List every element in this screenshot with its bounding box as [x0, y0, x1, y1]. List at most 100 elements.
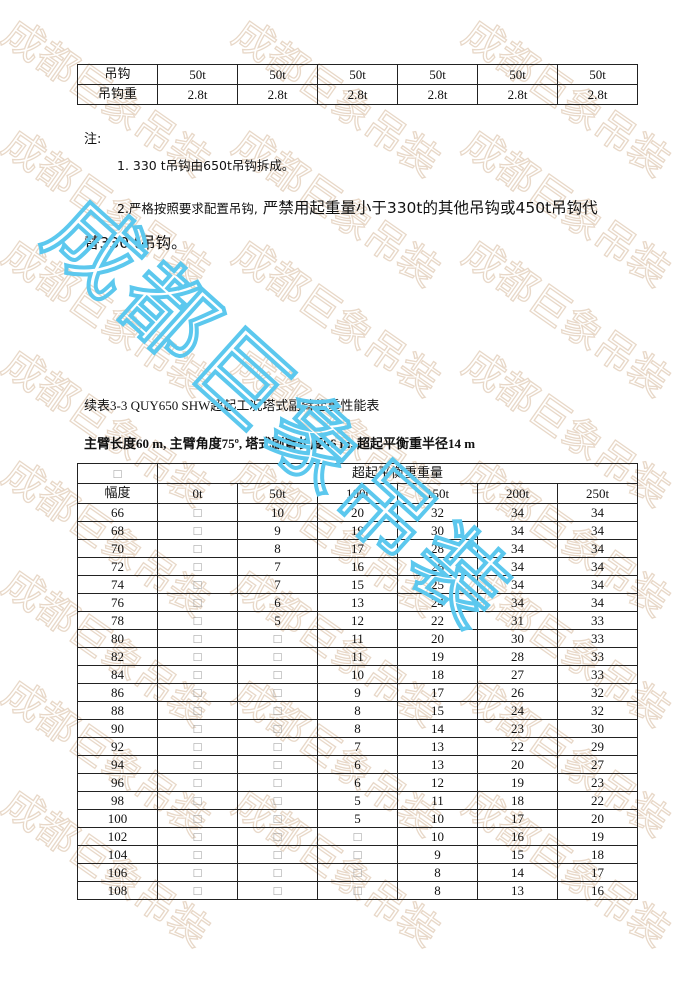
capacity-cell: 10 [397, 827, 478, 846]
table-row: 68 □ 9 19 30 34 34 [77, 521, 638, 540]
capacity-cell: 15 [317, 575, 398, 594]
capacity-cell: 12 [397, 773, 478, 792]
hook-row: 吊钩 50t 50t 50t 50t 50t 50t [77, 64, 638, 85]
note-item-2: 2.严格按照要求配置吊钩, 严禁用起重量小于330t的其他吊钩或450t吊钩代 [117, 199, 598, 219]
table-row: 74 □ 7 15 25 34 34 [77, 575, 638, 594]
capacity-cell: 34 [477, 593, 558, 612]
cell: 2.8t [477, 84, 558, 105]
capacity-cell: □ [157, 881, 238, 900]
capacity-cell: 30 [477, 629, 558, 648]
table-row: 104 □ □ □ 9 15 18 [77, 845, 638, 864]
capacity-cell: 19 [557, 827, 638, 846]
capacity-cell: 33 [557, 665, 638, 684]
capacity-cell: 24 [397, 593, 478, 612]
capacity-cell: 19 [397, 647, 478, 666]
capacity-cell: 34 [557, 521, 638, 540]
capacity-cell: 29 [557, 737, 638, 756]
radius-cell: 104 [77, 845, 158, 864]
capacity-cell: 7 [237, 575, 318, 594]
radius-cell: 100 [77, 809, 158, 828]
capacity-cell: 17 [317, 539, 398, 558]
capacity-cell: 10 [397, 809, 478, 828]
table-row: 108 □ □ □ 8 13 16 [77, 881, 638, 900]
cell: 50t [557, 64, 638, 85]
notes-heading: 注: [84, 132, 102, 147]
capacity-cell: 6 [317, 773, 398, 792]
capacity-cell: 20 [557, 809, 638, 828]
table-row: 70 □ 8 17 28 34 34 [77, 539, 638, 558]
capacity-cell: □ [317, 863, 398, 882]
radius-cell: 84 [77, 665, 158, 684]
cell: 50t [237, 64, 318, 85]
column-header: 50t [237, 483, 318, 504]
capacity-cell: □ [237, 773, 318, 792]
capacity-cell: □ [157, 773, 238, 792]
cell: 50t [477, 64, 558, 85]
capacity-cell: 17 [477, 809, 558, 828]
note-item-2-rest: 严禁用起重量小于330t的其他吊钩或450t吊钩代 [257, 199, 598, 217]
radius-cell: 72 [77, 557, 158, 576]
capacity-cell: 15 [397, 701, 478, 720]
capacity-cell: 32 [557, 701, 638, 720]
capacity-cell: □ [157, 629, 238, 648]
radius-cell: 80 [77, 629, 158, 648]
table-row: 96 □ □ 6 12 19 23 [77, 773, 638, 792]
table-row: 92 □ □ 7 13 22 29 [77, 737, 638, 756]
table-row: 100 □ □ 5 10 17 20 [77, 809, 638, 828]
capacity-cell: 23 [557, 773, 638, 792]
radius-cell: 66 [77, 503, 158, 522]
group-header: 超起平衡重重量 [157, 463, 638, 484]
capacity-cell: □ [157, 557, 238, 576]
watermark-tile-text: 成都巨象吊装 [224, 231, 447, 406]
watermark-tile-text: 成都巨象吊装 [454, 231, 677, 406]
capacity-cell: 8 [317, 701, 398, 720]
radius-cell: 102 [77, 827, 158, 846]
capacity-cell: □ [157, 683, 238, 702]
table-subheader-row: 幅度 0t 50t 100t 150t 200t 250t [77, 483, 638, 504]
cell: 50t [157, 64, 238, 85]
hook-row: 吊钩重 2.8t 2.8t 2.8t 2.8t 2.8t 2.8t [77, 84, 638, 105]
capacity-cell: 22 [397, 611, 478, 630]
table-conditions: 主臂长度60 m, 主臂角度75º, 塔式副臂长度96 m, 超起平衡重半径14… [84, 436, 476, 451]
capacity-cell: 17 [397, 683, 478, 702]
table-row: 82 □ □ 11 19 28 33 [77, 647, 638, 666]
capacity-cell: 26 [477, 683, 558, 702]
capacity-cell: 34 [557, 575, 638, 594]
capacity-cell: 20 [397, 629, 478, 648]
radius-cell: 88 [77, 701, 158, 720]
capacity-cell: □ [157, 539, 238, 558]
capacity-cell: 10 [237, 503, 318, 522]
capacity-cell: 27 [477, 665, 558, 684]
capacity-cell: 25 [397, 575, 478, 594]
table-row: 72 □ 7 16 26 34 34 [77, 557, 638, 576]
capacity-cell: 13 [477, 881, 558, 900]
capacity-cell: □ [237, 755, 318, 774]
capacity-cell: 10 [317, 665, 398, 684]
capacity-cell: □ [157, 665, 238, 684]
cell: 50t [397, 64, 478, 85]
capacity-cell: 34 [557, 557, 638, 576]
table-row: 94 □ □ 6 13 20 27 [77, 755, 638, 774]
capacity-cell: 11 [317, 629, 398, 648]
capacity-cell: □ [237, 809, 318, 828]
capacity-cell: □ [157, 647, 238, 666]
table-row: 98 □ □ 5 11 18 22 [77, 791, 638, 810]
capacity-cell: 18 [557, 845, 638, 864]
note-item-2-continued: 替330 t吊钩。 [84, 234, 187, 252]
capacity-cell: 23 [477, 719, 558, 738]
capacity-cell: □ [237, 791, 318, 810]
capacity-cell: 17 [557, 863, 638, 882]
capacity-cell: 34 [477, 575, 558, 594]
capacity-cell: 34 [477, 539, 558, 558]
capacity-cell: 13 [317, 593, 398, 612]
capacity-cell: □ [237, 719, 318, 738]
capacity-cell: 33 [557, 647, 638, 666]
column-header: 100t [317, 483, 398, 504]
capacity-cell: 33 [557, 611, 638, 630]
capacity-cell: 12 [317, 611, 398, 630]
capacity-cell: 32 [557, 683, 638, 702]
capacity-cell: □ [237, 881, 318, 900]
table-caption: 续表3-3 QUY650 SHW超起工况塔式副臂起重性能表 [84, 398, 380, 413]
radius-cell: 92 [77, 737, 158, 756]
capacity-cell: □ [317, 845, 398, 864]
